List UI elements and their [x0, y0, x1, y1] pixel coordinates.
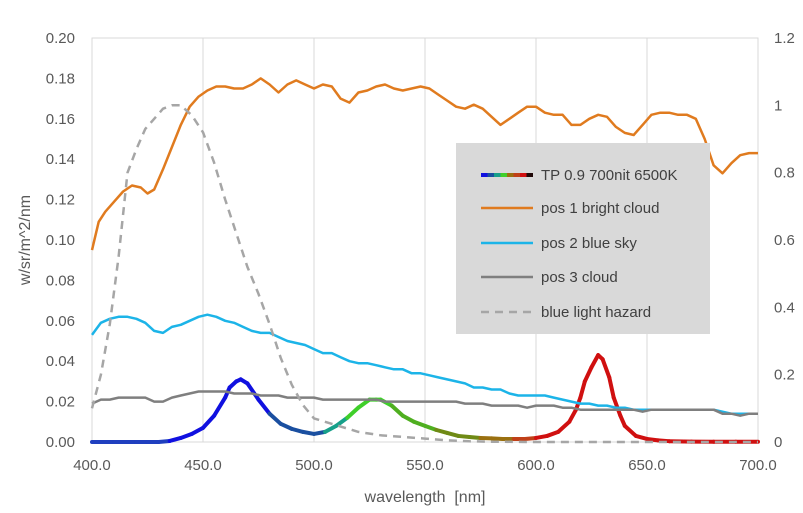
series-line-3 [91, 390, 758, 417]
x-tick-label: 500.0 [295, 457, 333, 474]
series-segment-tp [607, 375, 616, 400]
x-tick-label: 400.0 [73, 457, 111, 474]
y-tick-label: 0.10 [46, 232, 75, 249]
y-tick-label: 0.02 [46, 394, 75, 411]
series-segment-tp [245, 381, 261, 402]
y2-tick-label: 0.2 [774, 367, 795, 384]
y-tick-label: 0.04 [46, 353, 75, 370]
x-tick-label: 550.0 [406, 457, 444, 474]
series-segment-tp [323, 423, 339, 434]
series-segment-tp [578, 379, 587, 400]
y2-tick-label: 0 [774, 434, 782, 451]
legend-label: pos 3 cloud [541, 269, 618, 286]
x-tick-label: 700.0 [739, 457, 777, 474]
y-tick-label: 0.12 [46, 192, 75, 209]
legend-label: blue light hazard [541, 304, 651, 321]
series-segment-tp [582, 365, 594, 384]
series-line-1 [90, 77, 758, 251]
series-segment-tp [345, 405, 361, 420]
y-axis-title: w/sr/m^2/nm [17, 195, 34, 286]
series-segment-tp [267, 411, 283, 426]
legend-label: pos 1 bright cloud [541, 200, 659, 217]
axes: 400.0 450.0 500.0 550.0 600.0 650.0 700.0 0.00 0… [46, 30, 795, 474]
y-tick-label: 0.06 [46, 313, 75, 330]
series-segment-tp [556, 419, 572, 434]
y-tick-label: 0.16 [46, 111, 75, 128]
y2-tick-label: 0.6 [774, 232, 795, 249]
series-segment-tp [201, 413, 217, 430]
y-tick-label: 0.08 [46, 272, 75, 289]
y-tick-label: 0.20 [46, 30, 75, 47]
series-segment-tp [256, 397, 272, 416]
x-tick-label: 650.0 [628, 457, 666, 474]
x-tick-label: 600.0 [517, 457, 555, 474]
series-line-4 [90, 104, 758, 444]
plot-area-border [91, 37, 759, 443]
series-segment-tp [278, 421, 294, 431]
legend: TP 0.9 700nit 6500K pos 1 bright cloud pos… [456, 143, 710, 334]
legend-label: TP 0.9 700nit 6500K [541, 167, 678, 184]
series-segment-tp [600, 357, 612, 380]
series [90, 77, 760, 444]
series-segment-tp [400, 413, 416, 424]
series-segment-tp [356, 397, 372, 410]
x-tick-label: 450.0 [184, 457, 222, 474]
y-tick-label: 0.14 [46, 151, 75, 168]
y2-tick-label: 1.2 [774, 30, 795, 47]
series-segment-tp [622, 423, 638, 438]
y2-tick-label: 0.8 [774, 165, 795, 182]
y-tick-label: 0.18 [46, 70, 75, 87]
y-tick-label: 0.00 [46, 434, 75, 451]
series-segment-tp [589, 353, 601, 370]
y2-tick-label: 1 [774, 97, 782, 114]
y2-tick-label: 0.4 [774, 299, 795, 316]
series-segment-tp [189, 425, 205, 436]
series-segment-tp [567, 407, 578, 424]
series-segment-tp [334, 415, 350, 428]
legend-label: pos 2 blue sky [541, 235, 637, 252]
x-axis-title: wavelength [nm] [364, 489, 486, 506]
series-segment-tp [212, 395, 228, 418]
series-segment-tp [389, 403, 405, 418]
